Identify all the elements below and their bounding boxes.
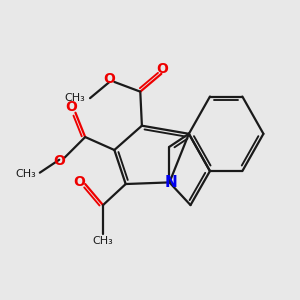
Text: O: O [73,176,85,189]
Text: O: O [157,62,169,76]
Text: O: O [103,72,116,86]
Text: O: O [53,154,65,168]
Text: N: N [165,175,177,190]
Text: CH₃: CH₃ [64,93,85,103]
Text: CH₃: CH₃ [16,169,37,179]
Text: O: O [66,100,77,114]
Text: CH₃: CH₃ [93,236,113,246]
